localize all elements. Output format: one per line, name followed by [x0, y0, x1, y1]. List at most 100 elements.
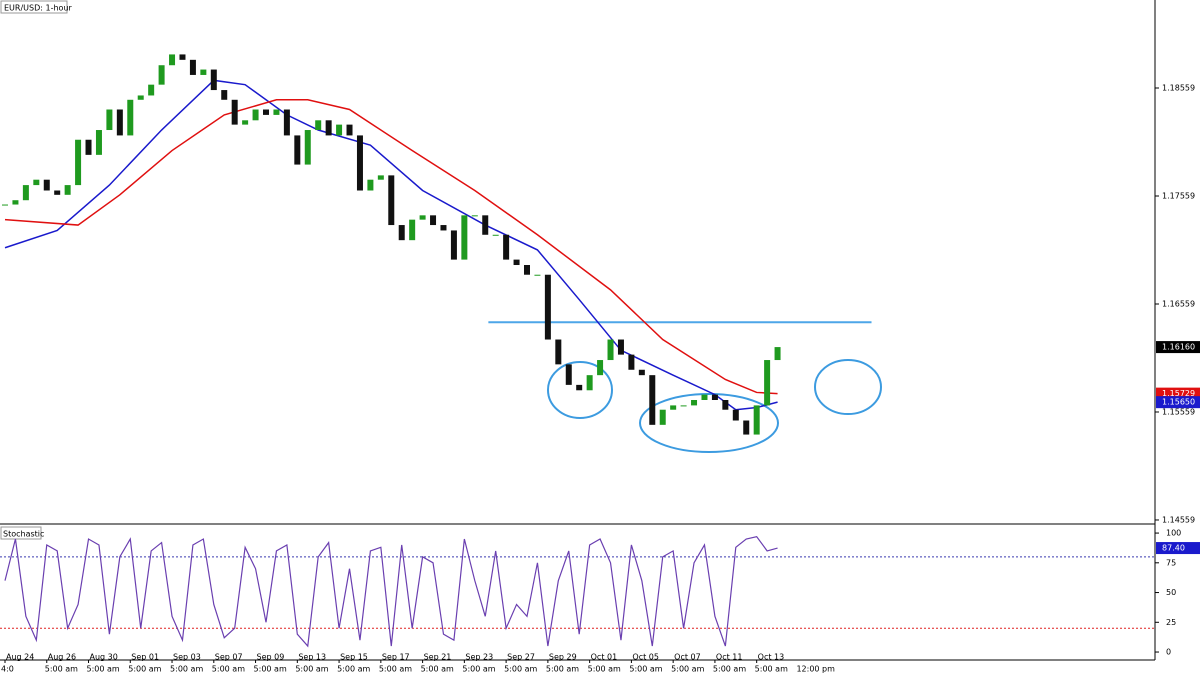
x-time-label: 5:00 am	[462, 665, 495, 674]
annotation-ellipse	[639, 393, 779, 453]
y-tick-label: 100	[1166, 529, 1181, 538]
x-date-label: Sep 27	[507, 653, 535, 662]
y-tick-label: 1.16559	[1162, 299, 1195, 308]
x-date-label: Aug 30	[90, 653, 118, 662]
candle	[555, 339, 562, 365]
candle	[544, 274, 551, 340]
x-date-label: Sep 21	[424, 653, 452, 662]
indicator-box	[0, 526, 42, 540]
x-date-label: Sep 15	[340, 653, 368, 662]
candle	[346, 124, 353, 136]
price-tag	[1156, 542, 1200, 555]
candle	[450, 230, 457, 260]
candle	[231, 99, 238, 125]
candle	[12, 200, 19, 205]
x-date-label: Aug 24	[6, 653, 34, 662]
candle	[95, 130, 102, 155]
candle	[565, 364, 572, 385]
candle	[617, 339, 624, 355]
candle	[315, 120, 322, 131]
x-date-label: Sep 23	[465, 653, 493, 662]
candle	[22, 185, 29, 201]
x-time-label: 5:00 am	[128, 665, 161, 674]
candle	[513, 259, 520, 266]
x-date-label: Sep 09	[257, 653, 285, 662]
x-date-label: Sep 07	[215, 653, 243, 662]
candle	[701, 394, 708, 400]
candle	[210, 69, 217, 91]
y-tick-label: 1.17559	[1162, 192, 1195, 201]
candle	[649, 375, 656, 425]
x-time-label: 12:00 pm	[796, 665, 835, 674]
candle	[743, 420, 750, 435]
candle	[430, 215, 437, 226]
candle	[419, 215, 426, 220]
chart-title: EUR/USD: 1-hour	[4, 4, 73, 13]
x-date-label: Oct 01	[591, 653, 618, 662]
x-time-label: 5:00 am	[254, 665, 287, 674]
x-date-label: Oct 13	[758, 653, 785, 662]
candle	[680, 405, 687, 407]
candle	[398, 225, 405, 241]
candle	[242, 120, 249, 125]
x-time-label: 5:00 am	[170, 665, 203, 674]
candle	[377, 175, 384, 180]
annotations	[547, 359, 882, 453]
price-tag	[1156, 341, 1200, 354]
candle	[524, 265, 530, 275]
candle	[106, 109, 113, 131]
moving-average	[4, 99, 778, 395]
y-tick-label: 0	[1166, 648, 1171, 657]
candle	[189, 59, 196, 75]
annotation-ellipse	[547, 361, 613, 419]
y-tick-label: 1.15559	[1162, 407, 1195, 416]
candle	[753, 405, 760, 435]
x-date-label: Sep 13	[298, 653, 326, 662]
x-date-label: Oct 05	[632, 653, 659, 662]
candle	[576, 384, 583, 391]
x-time-label: 4:0	[1, 665, 14, 674]
candle	[711, 394, 718, 400]
candle	[461, 215, 468, 260]
candle	[221, 90, 228, 100]
x-time-label: 5:00 am	[379, 665, 412, 674]
price-tag-label: 1.15729	[1162, 389, 1195, 398]
x-time-label: 5:00 am	[295, 665, 328, 674]
candle	[628, 354, 635, 370]
candle	[200, 69, 207, 75]
candle	[127, 99, 134, 136]
candle	[534, 274, 541, 276]
x-time-label: 5:00 am	[671, 665, 704, 674]
x-date-label: Aug 26	[48, 653, 76, 662]
candle	[586, 375, 593, 391]
candle	[116, 109, 123, 136]
candle	[64, 185, 71, 195]
candle	[764, 360, 771, 406]
candle	[356, 135, 363, 191]
candle	[304, 130, 311, 165]
x-time-label: 5:00 am	[755, 665, 788, 674]
candle	[294, 135, 301, 165]
price-tag-label: 1.15650	[1162, 398, 1195, 407]
candle	[691, 399, 698, 406]
y-tick-label: 1.14559	[1162, 515, 1195, 524]
candle	[336, 124, 343, 136]
price-tag	[1156, 396, 1200, 409]
price-tag-label: 87.40	[1162, 544, 1185, 553]
candle	[325, 120, 332, 136]
x-time-label: 5:00 am	[629, 665, 662, 674]
candle	[169, 54, 176, 66]
x-date-label: Oct 07	[674, 653, 701, 662]
y-tick-label: 1.18559	[1162, 84, 1195, 93]
candle	[263, 109, 269, 115]
candle	[273, 109, 280, 115]
candle	[482, 215, 489, 235]
candle	[388, 175, 395, 226]
x-time-label: 5:00 am	[546, 665, 579, 674]
candle	[75, 139, 82, 186]
x-date-label: Sep 03	[173, 653, 201, 662]
x-time-label: 5:00 am	[87, 665, 120, 674]
annotation-ellipse	[814, 359, 882, 415]
candle	[158, 65, 165, 85]
